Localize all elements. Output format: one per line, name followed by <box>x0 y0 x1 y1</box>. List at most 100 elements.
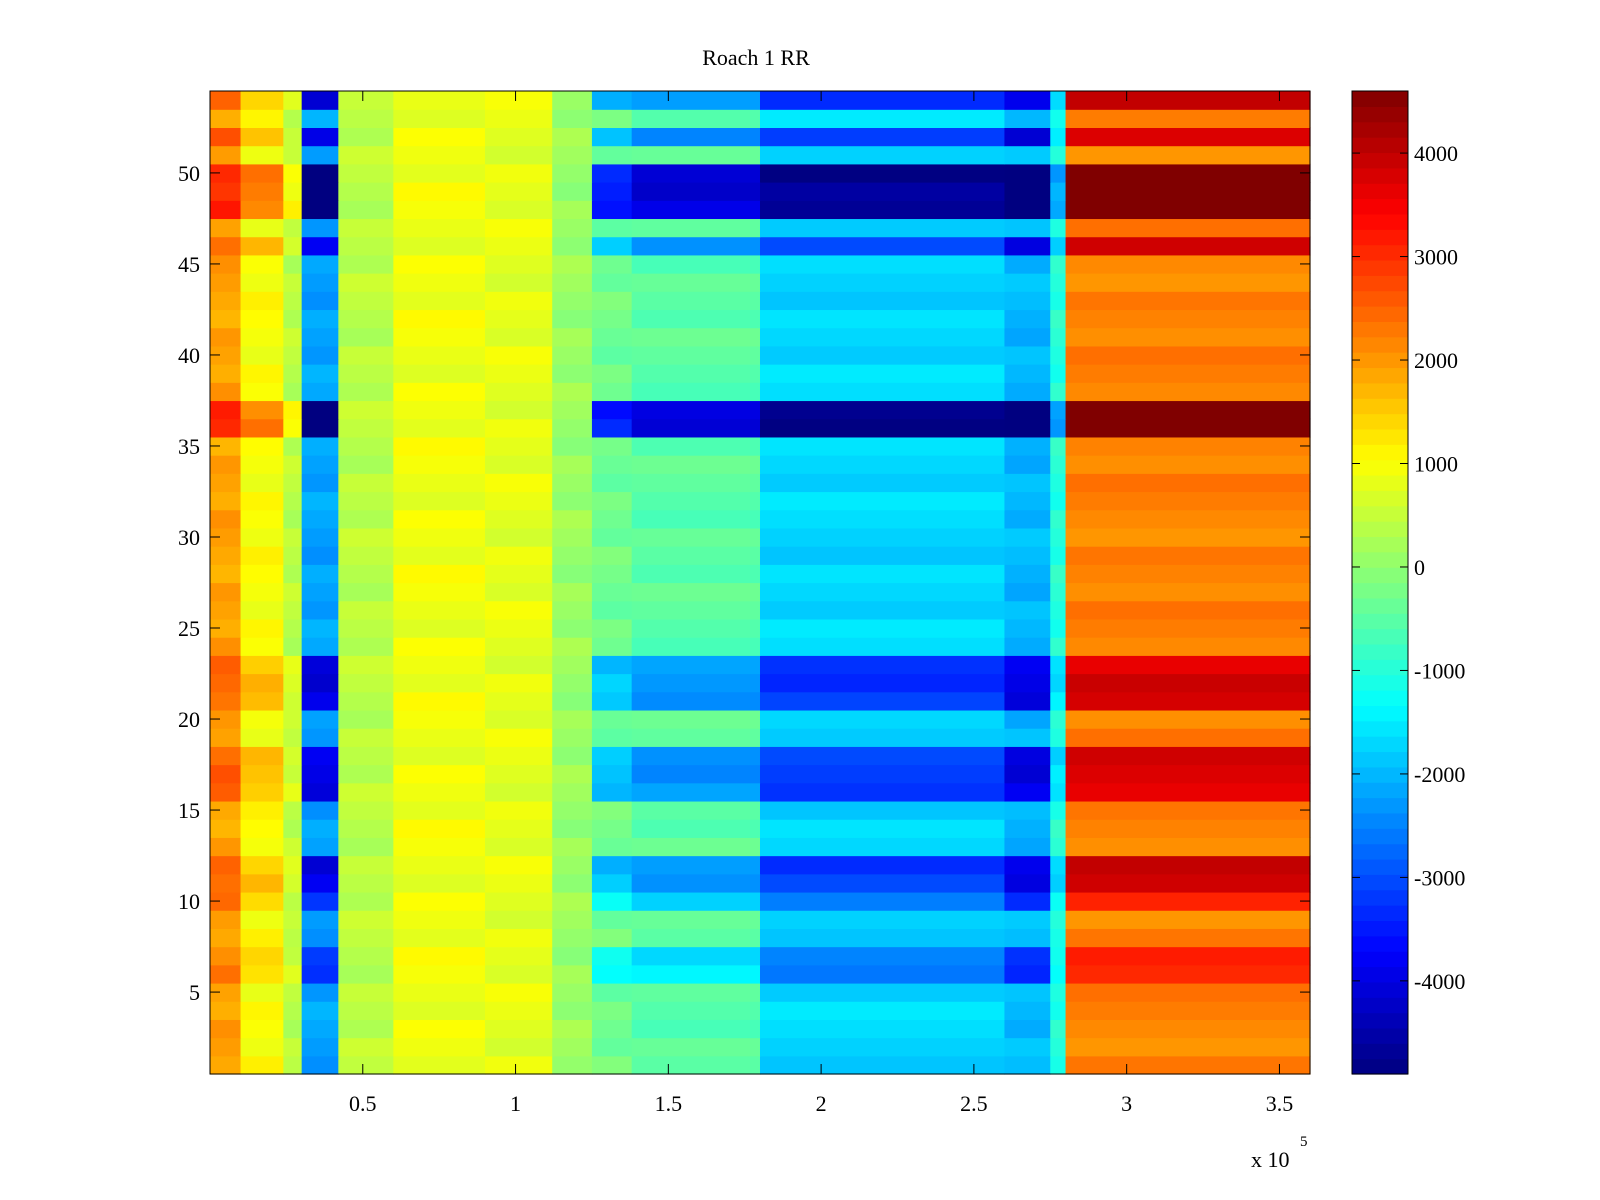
heatmap-cell <box>283 1037 303 1057</box>
heatmap-cell <box>301 946 339 966</box>
heatmap-cell <box>240 91 284 110</box>
heatmap-cell <box>1004 327 1051 347</box>
heatmap-cell <box>591 1001 633 1020</box>
heatmap-cell <box>591 400 633 420</box>
colorbar-band <box>1352 997 1408 1014</box>
heatmap-cell <box>393 982 486 1002</box>
heatmap-cell <box>552 182 593 201</box>
heatmap-cell <box>760 746 1006 766</box>
heatmap-cell <box>210 254 242 274</box>
heatmap-cell <box>301 564 339 584</box>
heatmap-cell <box>338 618 394 638</box>
heatmap-cell <box>393 455 486 474</box>
x-tick-label: 1 <box>510 1091 521 1116</box>
heatmap-cell <box>301 1001 339 1020</box>
heatmap-cell <box>210 837 242 857</box>
heatmap-cell <box>240 891 284 911</box>
heatmap-cell <box>591 855 633 875</box>
heatmap-cell <box>283 800 303 820</box>
heatmap-cell <box>591 327 633 347</box>
heatmap-cell <box>1065 637 1311 656</box>
heatmap-cell <box>1065 145 1311 165</box>
heatmap-cell <box>591 891 633 911</box>
heatmap-cell <box>338 728 394 747</box>
heatmap-cell <box>485 273 553 292</box>
colorbar-band <box>1352 797 1408 814</box>
heatmap-cell <box>283 982 303 1002</box>
heatmap-cell <box>283 182 303 201</box>
heatmap-cell <box>552 600 593 620</box>
colorbar-band <box>1352 444 1408 461</box>
heatmap-cell <box>301 236 339 256</box>
heatmap-cell <box>210 127 242 147</box>
heatmap-cell <box>1004 582 1051 602</box>
heatmap-cell <box>301 364 339 383</box>
colorbar-band <box>1352 889 1408 906</box>
heatmap-cell <box>552 928 593 948</box>
heatmap-cell <box>1065 436 1311 456</box>
heatmap-cell <box>393 709 486 729</box>
heatmap-cell <box>1004 691 1051 711</box>
heatmap-cell <box>1065 254 1311 274</box>
heatmap-cell <box>1004 800 1051 820</box>
colorbar-band <box>1352 106 1408 123</box>
heatmap-cell <box>393 691 486 711</box>
heatmap-cell <box>283 127 303 147</box>
heatmap-cell <box>631 800 761 820</box>
heatmap-cell <box>1004 527 1051 547</box>
heatmap-cell <box>591 127 633 147</box>
heatmap-cell <box>485 1037 553 1057</box>
heatmap-cell <box>393 928 486 948</box>
heatmap-cell <box>240 418 284 438</box>
heatmap-cell <box>210 455 242 474</box>
heatmap-cell <box>591 910 633 929</box>
heatmap-cell <box>210 163 242 183</box>
heatmap-cell <box>283 1001 303 1020</box>
heatmap-cell <box>393 509 486 529</box>
heatmap-cell <box>1004 491 1051 511</box>
heatmap-cell <box>631 873 761 893</box>
heatmap-cell <box>631 182 761 201</box>
heatmap-cell <box>591 964 633 984</box>
heatmap-cell <box>240 436 284 456</box>
heatmap-cell <box>760 1019 1006 1039</box>
colorbar-band <box>1352 121 1408 138</box>
heatmap-cell <box>210 273 242 292</box>
x-tick-label: 3.5 <box>1266 1091 1294 1116</box>
heatmap-cell <box>760 291 1006 311</box>
colorbar-band <box>1352 858 1408 875</box>
heatmap-cell <box>485 982 553 1002</box>
heatmap-cell <box>552 291 593 311</box>
y-axis: 5 10 15 20 25 30 35 40 45 50 <box>178 161 1310 1005</box>
heatmap-cell <box>760 800 1006 820</box>
heatmap-cell <box>631 546 761 565</box>
heatmap-cell <box>760 546 1006 565</box>
heatmap-cell <box>338 637 394 656</box>
heatmap-cell <box>301 800 339 820</box>
heatmap-cell <box>485 800 553 820</box>
heatmap-cell <box>552 855 593 875</box>
heatmap-cell <box>210 218 242 238</box>
colorbar-band <box>1352 521 1408 538</box>
heatmap-cell <box>338 673 394 693</box>
y-tick-label: 5 <box>189 980 200 1005</box>
heatmap-cell <box>393 382 486 402</box>
heatmap-cell <box>1065 109 1311 128</box>
heatmap-cell <box>283 582 303 602</box>
heatmap-cell <box>1065 709 1311 729</box>
heatmap-cell <box>301 254 339 274</box>
heatmap-cell <box>760 182 1006 201</box>
heatmap-cell <box>240 291 284 311</box>
heatmap-cell <box>631 764 761 784</box>
heatmap-cell <box>631 837 761 857</box>
heatmap-cell <box>760 382 1006 402</box>
heatmap-cell <box>338 819 394 838</box>
heatmap-cell <box>631 782 761 802</box>
heatmap-cell <box>210 1037 242 1057</box>
heatmap-cell <box>485 600 553 620</box>
heatmap-cell <box>552 582 593 602</box>
heatmap-cell <box>301 600 339 620</box>
colorbar-band <box>1352 91 1408 107</box>
heatmap-cell <box>760 819 1006 838</box>
heatmap-cell <box>210 364 242 383</box>
